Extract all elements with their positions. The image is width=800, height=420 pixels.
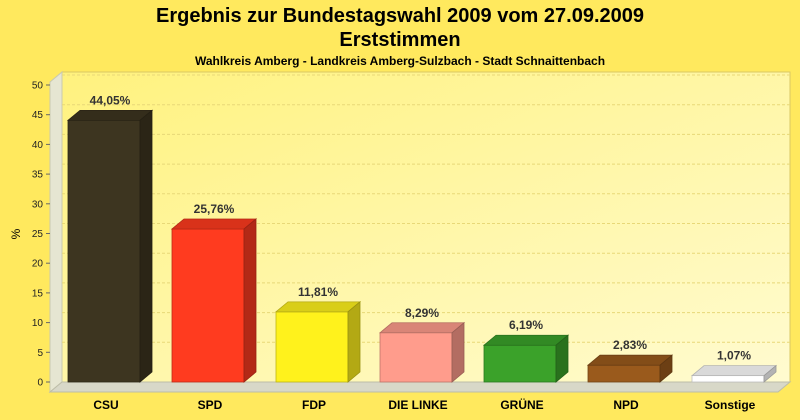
bar-csu: 44,05% bbox=[66, 93, 154, 383]
bar-side bbox=[347, 300, 361, 383]
y-tick-label: 15 bbox=[32, 288, 44, 299]
x-tick-label: DIE LINKE bbox=[388, 398, 447, 412]
bar-side bbox=[555, 334, 569, 383]
bar-side bbox=[451, 321, 465, 383]
bar-top bbox=[690, 365, 778, 377]
y-tick-label: 20 bbox=[32, 259, 44, 270]
x-tick-label: CSU bbox=[93, 398, 118, 412]
plot-floor bbox=[48, 381, 792, 393]
bar-spd: 25,76% bbox=[170, 202, 258, 383]
bar-die-linke: 8,29% bbox=[378, 306, 466, 383]
bar-npd: 2,83% bbox=[586, 338, 674, 383]
bar-fdp: 11,81% bbox=[274, 285, 362, 383]
y-tick-label: 30 bbox=[32, 199, 44, 210]
plot-left-wall bbox=[49, 70, 63, 394]
bar-side bbox=[659, 354, 673, 383]
x-tick-label: SPD bbox=[198, 398, 223, 412]
x-axis-labels: CSU SPD FDP DIE LINKE GRÜNE NPD Sonstige bbox=[93, 397, 755, 412]
x-tick-label: GRÜNE bbox=[500, 397, 543, 412]
bar-side bbox=[763, 364, 777, 383]
y-tick-label: 50 bbox=[32, 81, 44, 92]
data-label: 11,81% bbox=[298, 285, 338, 299]
y-tick-label: 40 bbox=[32, 140, 44, 151]
bar-top bbox=[482, 334, 570, 346]
y-tick-label: 5 bbox=[37, 348, 43, 359]
bars: 44,05% 25,76% 11,81% 8,29% 6,19% 2,83% 1,07% bbox=[66, 93, 778, 383]
bar-top bbox=[378, 322, 466, 334]
bar-front bbox=[379, 332, 453, 383]
bar-sonstige: 1,07% bbox=[690, 349, 778, 383]
bar-side bbox=[139, 109, 153, 383]
y-tick-label: 0 bbox=[37, 378, 43, 389]
chart-subtitle: Wahlkreis Amberg - Landkreis Amberg-Sulz… bbox=[195, 54, 605, 68]
y-axis-label: % bbox=[9, 228, 23, 239]
y-axis-ticks: 0 5 10 15 20 25 30 35 40 45 50 bbox=[32, 81, 50, 389]
y-tick-label: 45 bbox=[32, 110, 44, 121]
x-tick-label: Sonstige bbox=[705, 398, 756, 412]
bar-front bbox=[171, 228, 245, 383]
bar-front bbox=[483, 344, 557, 383]
y-tick-label: 25 bbox=[32, 229, 44, 240]
chart-title: Ergebnis zur Bundestagswahl 2009 vom 27.… bbox=[156, 5, 644, 27]
data-label: 6,19% bbox=[509, 318, 543, 332]
bar-top bbox=[66, 109, 154, 121]
bar-front bbox=[691, 375, 765, 383]
data-label: 25,76% bbox=[194, 202, 235, 216]
bar-front bbox=[275, 311, 349, 383]
bar-side bbox=[243, 218, 257, 383]
y-tick-label: 10 bbox=[32, 318, 44, 329]
bar-grüne: 6,19% bbox=[482, 318, 570, 383]
data-label: 1,07% bbox=[717, 349, 751, 363]
y-tick-label: 35 bbox=[32, 170, 44, 181]
bar-front bbox=[587, 364, 661, 383]
bar-front bbox=[67, 119, 141, 383]
chart-title-line2: Erststimmen bbox=[339, 29, 460, 51]
bar-top bbox=[274, 301, 362, 313]
data-label: 8,29% bbox=[405, 306, 439, 320]
data-label: 44,05% bbox=[90, 93, 131, 107]
x-tick-label: NPD bbox=[613, 398, 639, 412]
data-label: 2,83% bbox=[613, 338, 647, 352]
bar-top bbox=[586, 354, 674, 366]
x-tick-label: FDP bbox=[302, 398, 326, 412]
bar-top bbox=[170, 218, 258, 230]
